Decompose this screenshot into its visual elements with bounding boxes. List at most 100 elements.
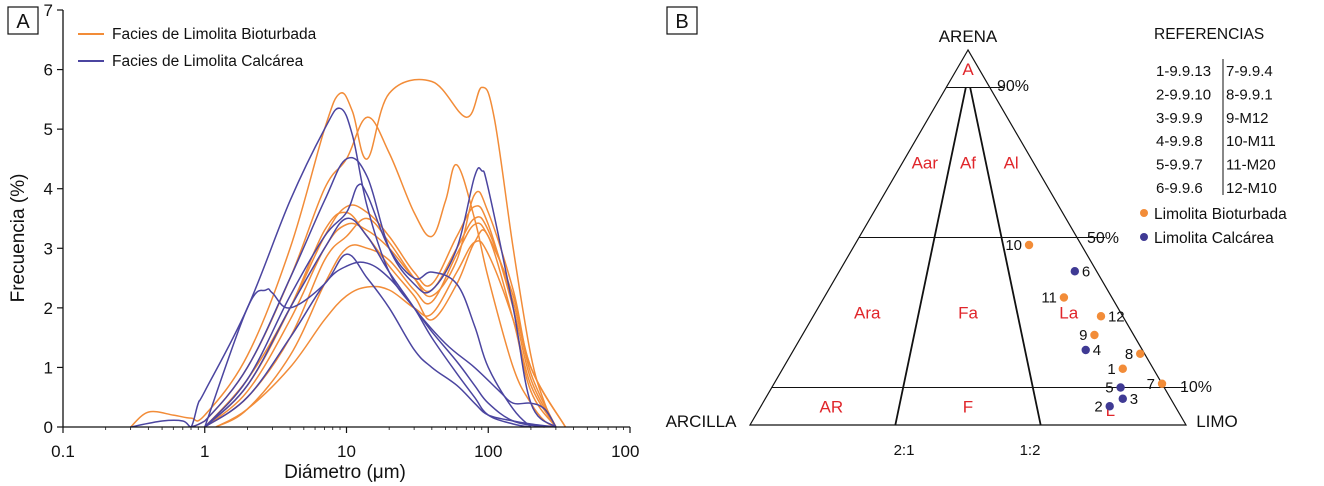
series-line-calcarea-14 bbox=[204, 217, 532, 428]
reference-left: 4-9.9.8 bbox=[1156, 133, 1203, 150]
ternary-grid bbox=[748, 48, 1188, 426]
reference-left: 3-9.9.9 bbox=[1156, 110, 1203, 127]
field-label-ar: AR bbox=[820, 397, 844, 416]
field-label-ara: Ara bbox=[854, 304, 881, 323]
field-label-a: A bbox=[962, 60, 974, 79]
legend-b-label-calcarea: Limolita Calcárea bbox=[1154, 230, 1274, 247]
sample-label-1: 1 bbox=[1107, 361, 1115, 378]
y-tick-label: 6 bbox=[44, 61, 53, 80]
reference-right: 12-M10 bbox=[1226, 180, 1277, 197]
pct-90-label: 90% bbox=[997, 78, 1029, 95]
x-axis-label: Diámetro (μm) bbox=[284, 462, 406, 483]
references: REFERENCIAS 1-9.9.13 7-9.9.4 2-9.9.10 8-9.9… bbox=[1154, 26, 1277, 197]
x-tick-label: 100 bbox=[474, 442, 502, 461]
sample-point-6 bbox=[1070, 267, 1080, 276]
x-tick-label: 0.1 bbox=[51, 442, 75, 461]
ratio-1-2-label: 1:2 bbox=[1020, 442, 1041, 459]
y-tick-label: 2 bbox=[44, 299, 53, 318]
sample-point-4 bbox=[1081, 345, 1090, 355]
chart-b: B ARENA ARCILLA LIMO 90% 50% 10% 2:1 1:2… bbox=[666, 6, 1287, 459]
sample-point-7 bbox=[1157, 379, 1167, 388]
y-tick-label: 4 bbox=[44, 180, 53, 199]
legend-label-calcarea: Facies de Limolita Calcárea bbox=[112, 53, 304, 70]
sample-point-1 bbox=[1118, 364, 1127, 373]
legend-b-dot-calcarea bbox=[1140, 233, 1148, 241]
sample-point-2 bbox=[1105, 402, 1114, 411]
y-tick-label: 7 bbox=[44, 1, 53, 20]
ratio-2-1-line bbox=[894, 87, 967, 426]
series-line-calcarea-13 bbox=[204, 261, 545, 428]
field-label-l: L bbox=[1106, 401, 1115, 420]
legend-b: Limolita Bioturbada Limolita Calcárea bbox=[1140, 206, 1287, 247]
series-line-calcarea-9 bbox=[130, 107, 557, 428]
sample-point-11 bbox=[1059, 293, 1069, 302]
y-tick-label: 3 bbox=[44, 239, 53, 258]
panel-a-letter-box bbox=[7, 6, 39, 35]
series-line-bioturbada-6 bbox=[215, 222, 567, 428]
series-line-bioturbada-1 bbox=[130, 78, 557, 428]
sample-point-12 bbox=[1096, 312, 1106, 321]
apex-arena: ARENA bbox=[939, 27, 998, 46]
field-label-la: La bbox=[1059, 304, 1078, 323]
field-labels: A Aar Af Al Ara Fa La AR F L bbox=[820, 60, 1116, 420]
references-rows: 1-9.9.13 7-9.9.4 2-9.9.10 8-9.9.1 3-9.9.9 9-M… bbox=[1156, 63, 1277, 197]
series-line-bioturbada-5 bbox=[204, 190, 567, 428]
legend-b-dot-bioturbada bbox=[1140, 209, 1148, 217]
pct-50-label: 50% bbox=[1087, 230, 1119, 247]
field-label-fa: Fa bbox=[958, 304, 978, 323]
panel-b-letter: B bbox=[675, 11, 688, 33]
reference-right: 10-M11 bbox=[1226, 133, 1276, 150]
sample-label-11: 11 bbox=[1041, 290, 1057, 307]
panel-b-letter-box bbox=[666, 6, 698, 35]
x-tick-label: 1 bbox=[200, 442, 209, 461]
reference-left: 5-9.9.7 bbox=[1156, 157, 1203, 174]
reference-right: 7-9.9.4 bbox=[1226, 63, 1273, 80]
field-label-aar: Aar bbox=[912, 154, 939, 173]
ratio-2-1-label: 2:1 bbox=[894, 442, 915, 459]
sample-label-4: 4 bbox=[1093, 342, 1101, 359]
sample-label-2: 2 bbox=[1094, 398, 1102, 415]
series-line-bioturbada-8 bbox=[204, 211, 557, 428]
field-label-af: Af bbox=[960, 154, 976, 173]
pct-10-label: 10% bbox=[1180, 379, 1212, 396]
legend-b-label-bioturbada: Limolita Bioturbada bbox=[1154, 206, 1287, 223]
sample-label-10: 10 bbox=[1005, 237, 1022, 254]
field-label-f: F bbox=[963, 397, 973, 416]
series-line-calcarea-12 bbox=[204, 183, 532, 428]
series-line-calcarea-11 bbox=[204, 253, 556, 428]
y-tick-label: 1 bbox=[44, 358, 53, 377]
y-axis-label: Frecuencia (%) bbox=[8, 174, 29, 303]
chart-a: A Frecuencia (%) Diámetro (μm) 0.1 1 1 0 100… bbox=[7, 1, 640, 483]
panel-a-letter: A bbox=[16, 11, 30, 33]
sample-label-3: 3 bbox=[1130, 391, 1138, 408]
legend: Facies de Limolita Bioturbada Facies de … bbox=[78, 26, 317, 70]
y-tick-label: 5 bbox=[44, 120, 53, 139]
ternary-triangle bbox=[748, 48, 1188, 426]
sample-label-5: 5 bbox=[1105, 380, 1113, 397]
sample-label-7: 7 bbox=[1147, 376, 1155, 393]
sample-point-10 bbox=[1024, 240, 1034, 250]
reference-right: 11-M20 bbox=[1226, 157, 1276, 174]
sample-point-5 bbox=[1116, 383, 1125, 392]
references-title: REFERENCIAS bbox=[1154, 26, 1264, 43]
ratio-1-2-line bbox=[969, 87, 1042, 426]
sample-label-6: 6 bbox=[1082, 263, 1090, 280]
sample-label-8: 8 bbox=[1125, 346, 1133, 363]
y-tick-label: 0 bbox=[44, 418, 53, 437]
reference-left: 2-9.9.10 bbox=[1156, 86, 1211, 103]
reference-left: 1-9.9.13 bbox=[1156, 63, 1211, 80]
sample-point-3 bbox=[1118, 394, 1127, 403]
series-line-calcarea-10 bbox=[190, 156, 557, 428]
sample-point-8 bbox=[1136, 349, 1145, 358]
apex-arcilla: ARCILLA bbox=[666, 412, 738, 431]
reference-right: 8-9.9.1 bbox=[1226, 86, 1273, 103]
apex-limo: LIMO bbox=[1196, 412, 1238, 431]
reference-left: 6-9.9.6 bbox=[1156, 180, 1203, 197]
sample-label-9: 9 bbox=[1079, 327, 1087, 344]
sample-label-12: 12 bbox=[1108, 308, 1125, 325]
reference-right: 9-M12 bbox=[1226, 110, 1269, 127]
field-label-al: Al bbox=[1004, 154, 1019, 173]
